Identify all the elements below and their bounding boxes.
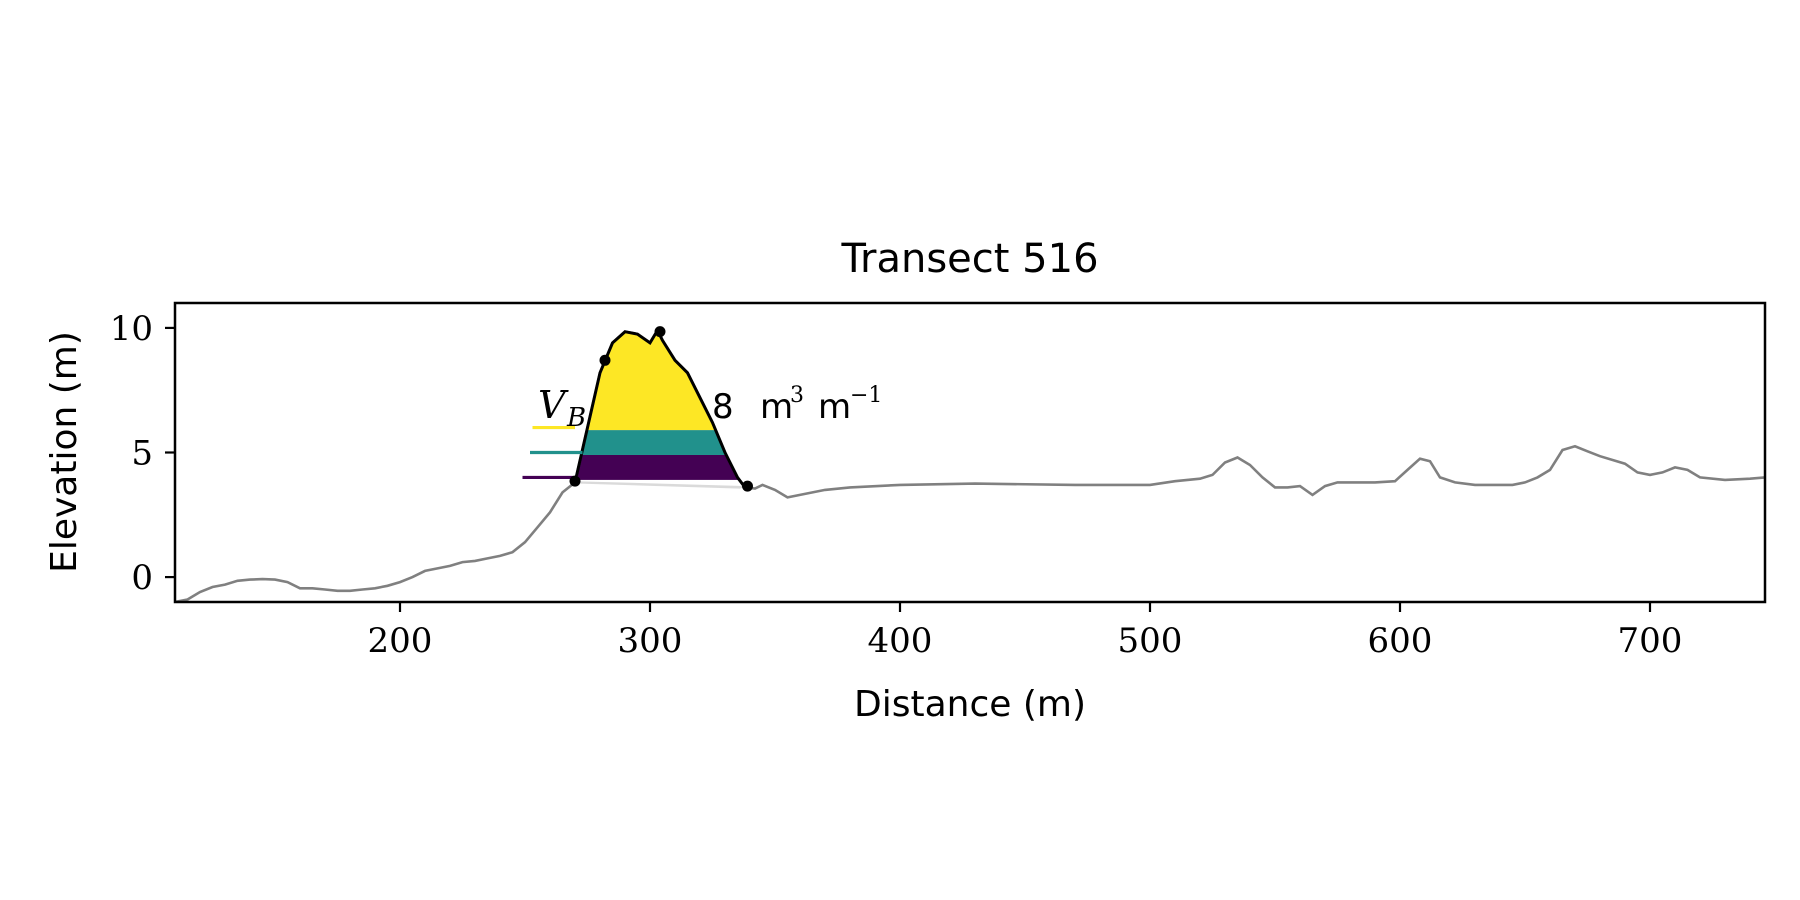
annotation-unit-base-1: m: [760, 387, 793, 427]
annotation-value: 8: [712, 387, 734, 427]
y-tick-label: 5: [131, 434, 153, 474]
chart-title: Transect 516: [840, 236, 1098, 282]
x-tick-label: 600: [1368, 621, 1433, 661]
y-tick-label: 10: [110, 309, 153, 349]
y-axis: 0 5 10: [110, 309, 175, 598]
toe-baseline-fill: [575, 481, 748, 489]
volume-band-1: [575, 454, 745, 480]
x-tick-label: 400: [868, 621, 933, 661]
dune-point-4: [742, 480, 753, 492]
x-tick-label: 500: [1118, 621, 1183, 661]
plot-area: [175, 326, 1765, 602]
x-tick-label: 300: [618, 621, 683, 661]
volume-annotation: V B = 1 8 m 3 m −1: [538, 383, 882, 433]
dune-point-3: [654, 326, 666, 338]
x-axis-label: Distance (m): [854, 684, 1086, 725]
annotation-unit-base-2: m: [818, 387, 851, 427]
x-tick-label: 700: [1618, 621, 1683, 661]
plot-frame: [173, 301, 1767, 604]
dune-point-2: [599, 354, 611, 366]
dune-point-1: [569, 475, 581, 487]
y-axis-label: Elevation (m): [44, 331, 85, 573]
annotation-symbol: V: [538, 383, 569, 427]
annotation-unit-exp-2: −1: [850, 383, 882, 408]
annotation-subscript: B: [566, 403, 586, 433]
band-legend-lines: [522, 425, 583, 480]
y-tick-label: 0: [131, 558, 153, 598]
annotation-unit-exp-1: 3: [790, 383, 804, 408]
x-tick-label: 200: [368, 621, 433, 661]
x-axis: 200 300 400 500 600 700: [368, 602, 1683, 661]
dune-points: [569, 326, 753, 492]
elevation-profile-line: [175, 327, 1765, 602]
